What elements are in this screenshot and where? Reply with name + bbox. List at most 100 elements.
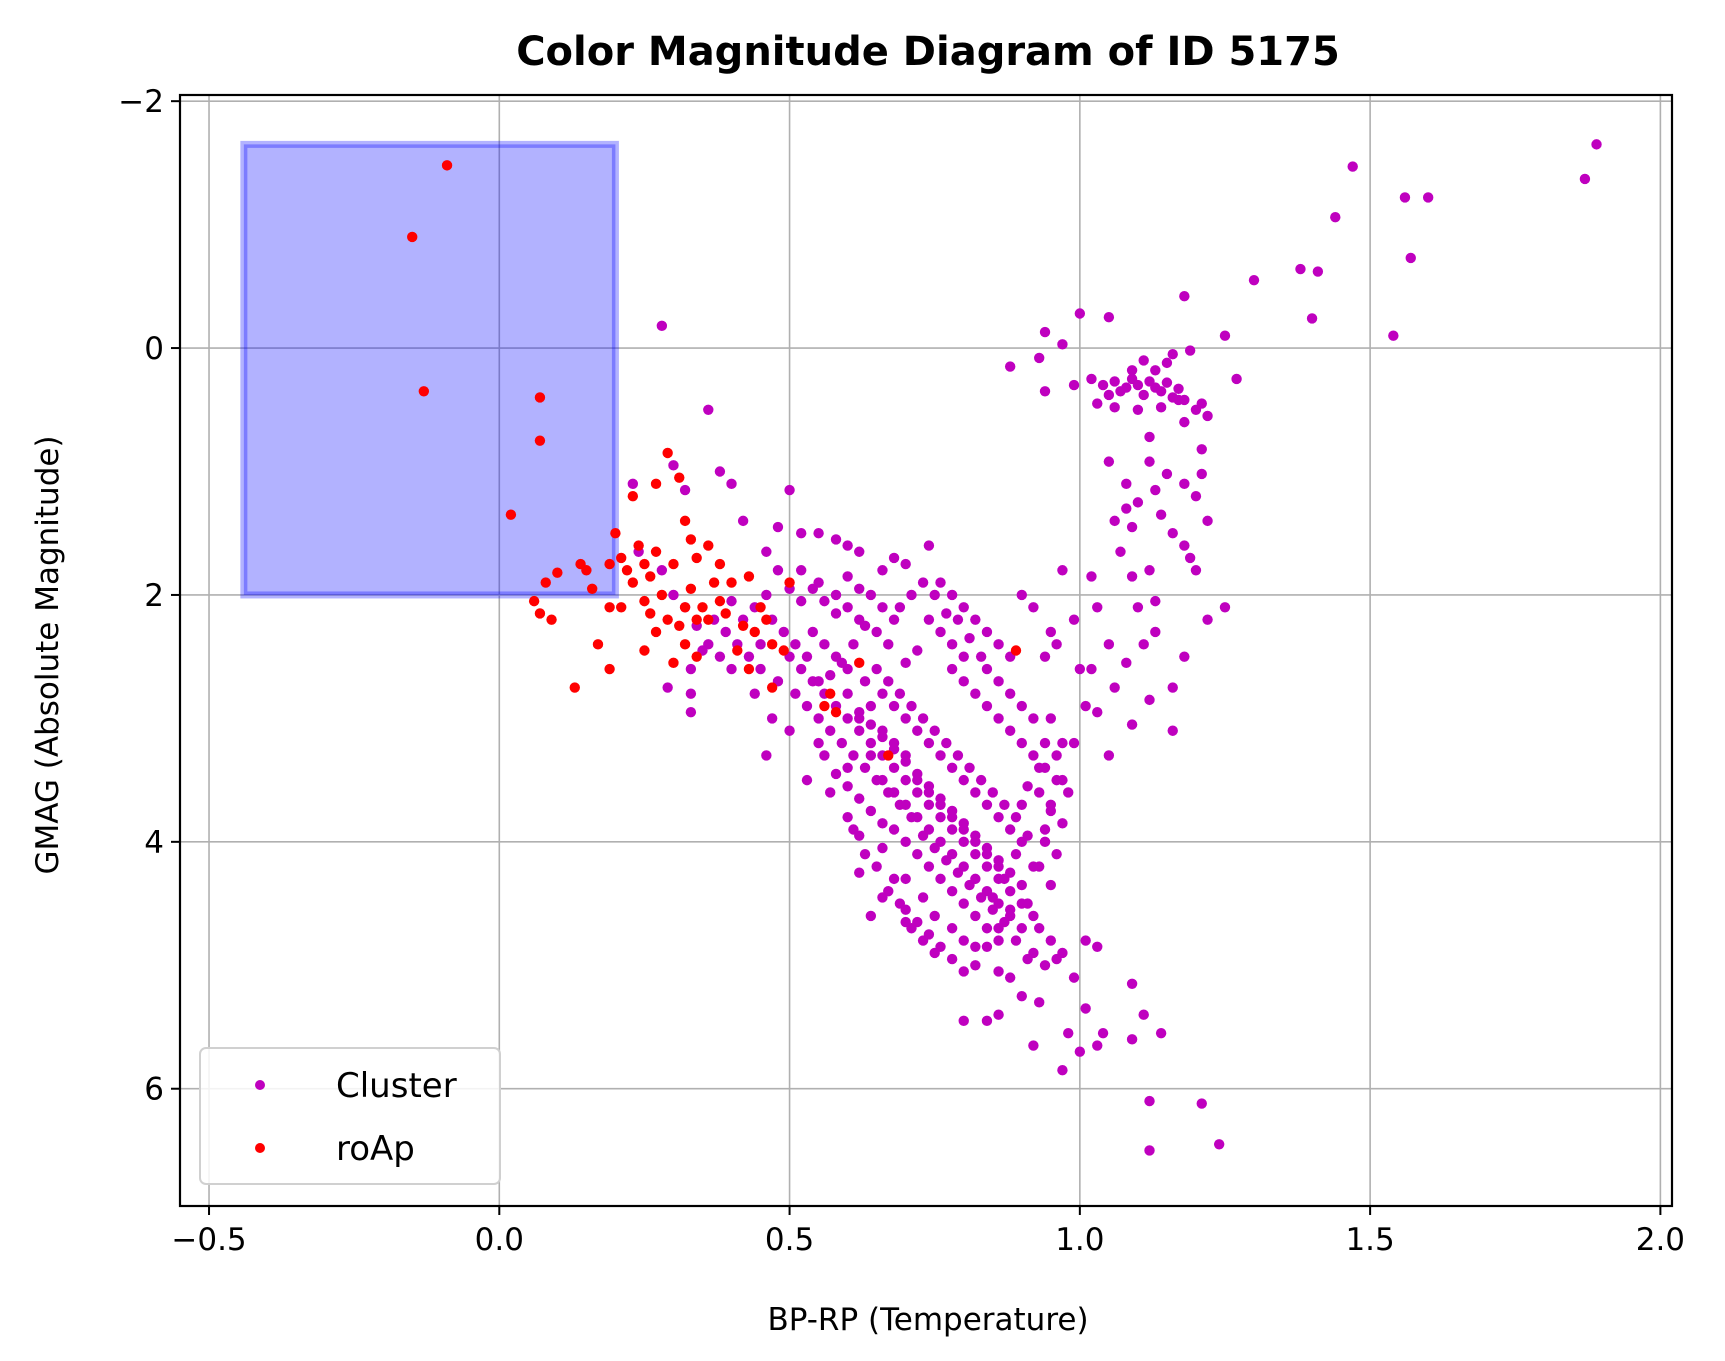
cluster-point-435 <box>946 953 958 965</box>
cluster-point-364 <box>946 589 958 601</box>
roap-point-26 <box>691 552 702 564</box>
cluster-point-311 <box>906 811 917 823</box>
cluster-point-347 <box>1051 774 1062 786</box>
x-tick-label-2: 0.5 <box>765 1222 814 1258</box>
cluster-point-399 <box>964 632 975 644</box>
cluster-point-291 <box>946 824 958 835</box>
cluster-point-278 <box>795 663 807 675</box>
cluster-point-337 <box>929 947 940 959</box>
cluster-point-2 <box>1422 192 1434 203</box>
roap-point-32 <box>714 595 726 607</box>
cluster-point-376 <box>871 626 882 638</box>
cluster-point-245 <box>929 725 940 736</box>
roap-point-23 <box>674 472 685 483</box>
cluster-point-429 <box>993 966 1004 977</box>
cluster-point-154 <box>854 546 865 557</box>
roap-point-70 <box>691 614 702 625</box>
cluster-point-96 <box>1068 614 1080 625</box>
cluster-point-78 <box>1167 682 1178 693</box>
cluster-point-135 <box>1028 1040 1039 1051</box>
cluster-point-156 <box>888 552 900 564</box>
cluster-point-53 <box>1179 416 1190 428</box>
cluster-point-293 <box>970 848 981 860</box>
cluster-point-113 <box>1034 923 1045 934</box>
cluster-point-383 <box>790 639 801 650</box>
cluster-point-407 <box>830 608 842 619</box>
data-points <box>407 139 1602 1156</box>
cluster-point-131 <box>1155 1027 1167 1039</box>
cluster-point-27 <box>1039 386 1051 397</box>
roap-point-7 <box>552 567 563 578</box>
cluster-point-111 <box>1045 879 1057 891</box>
y-tick-label-1: 0 <box>144 331 164 367</box>
roap-point-45 <box>616 602 627 613</box>
cluster-point-118 <box>993 1009 1004 1020</box>
cluster-point-67 <box>1126 521 1138 533</box>
cluster-point-282 <box>842 713 853 724</box>
cluster-point-373 <box>912 645 923 656</box>
cluster-point-252 <box>1010 811 1022 823</box>
cluster-point-99 <box>1039 651 1051 662</box>
series-roap <box>407 160 1022 761</box>
cluster-point-297 <box>1016 898 1027 909</box>
cluster-point-184 <box>859 676 871 687</box>
cluster-point-341 <box>981 700 993 712</box>
roap-point-35 <box>679 639 691 650</box>
cluster-point-125 <box>1080 1003 1091 1014</box>
cluster-point-432 <box>1039 960 1051 971</box>
cluster-point-367 <box>981 626 993 638</box>
cluster-point-438 <box>900 916 911 928</box>
roap-point-22 <box>662 447 673 459</box>
cluster-point-45 <box>1126 365 1138 376</box>
cluster-point-265 <box>917 892 929 903</box>
cluster-point-355 <box>1039 737 1051 749</box>
cluster-point-332 <box>871 861 882 872</box>
cluster-point-124 <box>1092 941 1103 952</box>
roap-point-44 <box>604 602 615 613</box>
cluster-point-66 <box>1109 515 1120 527</box>
cluster-point-130 <box>1126 1034 1138 1045</box>
cluster-point-188 <box>912 725 923 736</box>
y-tick-label-0: −2 <box>118 84 164 120</box>
y-tick-label-4: 6 <box>144 1072 164 1108</box>
cluster-point-324 <box>865 805 877 817</box>
cluster-point-158 <box>923 540 935 551</box>
series-cluster <box>627 139 1602 1156</box>
cluster-point-6 <box>1347 161 1358 172</box>
cluster-point-133 <box>1138 1009 1149 1020</box>
legend: Cluster roAp <box>199 1047 501 1185</box>
cluster-point-431 <box>1028 947 1039 959</box>
cluster-point-74 <box>1219 602 1231 613</box>
cluster-point-406 <box>819 595 830 607</box>
cluster-point-84 <box>1126 571 1138 582</box>
highlight-region <box>240 140 619 599</box>
cluster-point-421 <box>1057 818 1068 829</box>
cluster-point-126 <box>1063 1027 1074 1039</box>
cluster-point-186 <box>888 700 900 712</box>
cluster-point-16 <box>1202 410 1213 422</box>
cluster-point-257 <box>935 873 946 885</box>
cluster-point-102 <box>1045 626 1057 638</box>
cluster-point-294 <box>981 861 993 872</box>
cluster-point-328 <box>801 774 813 786</box>
cluster-point-189 <box>923 737 935 749</box>
cluster-point-76 <box>1179 651 1190 662</box>
cluster-point-401 <box>842 571 853 582</box>
cluster-point-50 <box>1109 402 1120 413</box>
cluster-point-238 <box>981 848 993 860</box>
cluster-point-82 <box>1103 750 1115 761</box>
cluster-point-439 <box>877 892 888 903</box>
cluster-point-212 <box>865 750 877 761</box>
cluster-point-393 <box>894 602 906 613</box>
roap-point-15 <box>627 577 639 588</box>
roap-point-9 <box>581 565 592 576</box>
cluster-point-323 <box>854 793 865 804</box>
cluster-point-315 <box>952 867 964 878</box>
cluster-point-83 <box>1115 546 1126 557</box>
cluster-point-151 <box>813 528 824 539</box>
roap-point-71 <box>679 602 691 613</box>
cluster-point-180 <box>807 626 818 638</box>
cluster-point-372 <box>946 639 958 650</box>
cluster-point-92 <box>1138 639 1149 650</box>
